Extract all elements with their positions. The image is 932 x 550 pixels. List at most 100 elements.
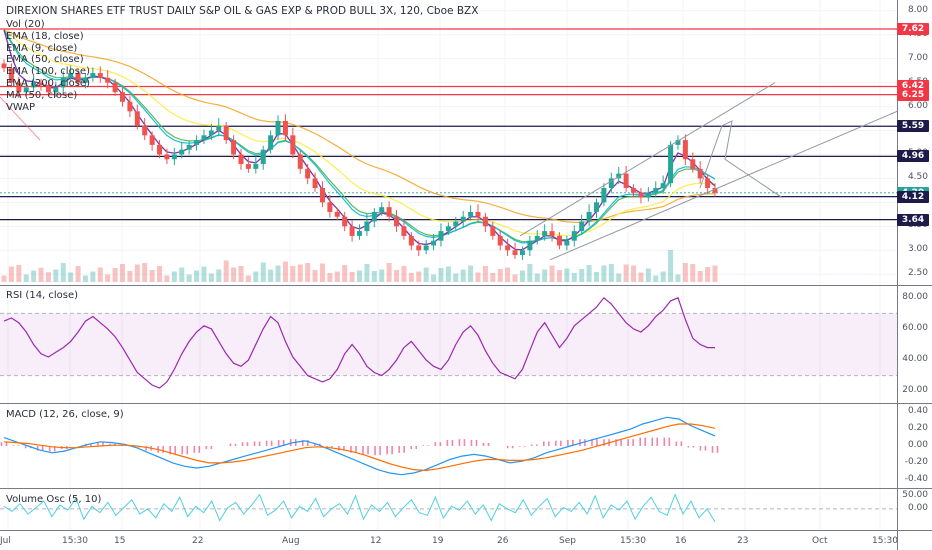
rsi-label: RSI (14, close) — [6, 290, 79, 301]
moving-average-line — [3, 29, 716, 223]
candle-body — [705, 178, 711, 188]
price-level-tag: 7.62 — [897, 22, 929, 35]
indicator-label[interactable]: VWAP — [6, 101, 36, 113]
volume-bar — [675, 274, 681, 282]
volume-bar — [482, 266, 488, 282]
volume-bar — [75, 266, 81, 282]
volume-bar — [194, 270, 200, 282]
time-tick-label: Aug — [282, 536, 300, 546]
time-tick-label: Sep — [559, 536, 576, 546]
candle-body — [371, 211, 377, 222]
volume-bar — [527, 264, 533, 282]
volume-bar — [223, 260, 229, 282]
candle-body — [120, 92, 125, 102]
candle-body — [623, 173, 629, 188]
rsi-tick-label: 60.00 — [902, 322, 928, 333]
candle-body — [512, 250, 518, 256]
volume-bar — [90, 271, 96, 282]
candle-body — [527, 240, 533, 251]
candle-body — [475, 211, 481, 217]
volume-bar — [275, 265, 281, 282]
indicator-label[interactable]: EMA (100, close) — [6, 66, 90, 78]
volume-bar — [534, 273, 540, 282]
volume-bar — [82, 275, 88, 282]
volume-bar — [438, 268, 444, 282]
volume-bar — [497, 269, 503, 282]
indicator-label[interactable]: EMA (200, close) — [6, 78, 90, 89]
time-tick-label: Oct — [812, 536, 828, 546]
volume-bar — [364, 264, 370, 282]
candle-body — [349, 226, 355, 236]
candle-body — [357, 231, 362, 236]
volume-bar — [623, 264, 629, 282]
volume-bar — [682, 263, 688, 282]
volume-bar — [342, 265, 348, 282]
indicator-label[interactable]: MA (50, close) — [6, 89, 78, 101]
volume-bar — [23, 274, 29, 282]
time-tick-label: 15:30 — [62, 536, 88, 546]
volume-bar — [297, 264, 303, 282]
volume-bar — [319, 263, 325, 282]
indicator-label[interactable]: EMA (50, close) — [6, 54, 84, 66]
candle-body — [423, 245, 429, 251]
candle-body — [601, 188, 607, 203]
candle-body — [490, 226, 496, 236]
candle-body — [342, 216, 348, 227]
price-level-tag: 4.12 — [897, 190, 929, 203]
candle-body — [645, 192, 651, 198]
volume-bar — [31, 270, 37, 282]
candle-body — [586, 211, 592, 222]
candle-body — [275, 120, 281, 136]
candle-body — [638, 192, 644, 198]
volume-bar — [38, 267, 44, 282]
volume-bar — [453, 273, 459, 282]
volume-bar — [712, 265, 718, 282]
indicator-label[interactable]: EMA (18, close) — [6, 30, 84, 42]
indicator-label[interactable]: EMA (9, close) — [6, 42, 78, 54]
volume-bar — [231, 267, 237, 282]
volume-bar — [653, 275, 659, 282]
volume-bar — [423, 267, 429, 282]
chart-title: DIREXION SHARES ETF TRUST DAILY S&P OIL … — [6, 5, 479, 17]
macd-pane — [0, 416, 719, 476]
price-level-tag: 5.59 — [897, 120, 929, 133]
candle-body — [453, 221, 459, 227]
macd-tick-label: -0.20 — [904, 456, 928, 467]
candle-body — [556, 235, 562, 246]
volume-bar — [216, 269, 222, 282]
macd-tick-label: -0.40 — [904, 473, 928, 484]
time-tick-label: 23 — [737, 536, 749, 546]
volume-bar — [512, 274, 518, 282]
volume-bar — [208, 273, 214, 282]
volume-bar — [571, 273, 577, 282]
macd-tick-label: 0.40 — [907, 406, 928, 417]
volume-bar — [282, 261, 288, 282]
volume-bar — [268, 269, 274, 282]
price-tick-label: 6.00 — [907, 100, 928, 111]
candle-body — [416, 245, 422, 251]
volume-bar — [260, 262, 266, 282]
volume-bar — [386, 263, 392, 282]
volume-bar — [68, 272, 74, 282]
candle-body — [8, 68, 14, 83]
volume-bar — [705, 267, 711, 282]
candle-body — [53, 87, 59, 93]
candle-body — [431, 240, 437, 246]
candle-body — [631, 188, 637, 193]
volume-bar — [186, 274, 192, 282]
candle-body — [238, 154, 244, 165]
volume-bar — [379, 269, 385, 282]
volume-bar — [112, 268, 118, 282]
candle-body — [468, 211, 474, 217]
volume-bar — [475, 272, 481, 282]
macd-signal-line — [3, 423, 716, 472]
price-level-tag: 3.64 — [897, 213, 929, 226]
volume-bar — [431, 274, 437, 282]
indicator-label[interactable]: Vol (20) — [6, 19, 45, 30]
volume-bar — [312, 270, 318, 282]
volume-bar — [460, 269, 466, 282]
volume-bar — [201, 266, 207, 282]
volume-bars — [1, 250, 718, 282]
volume-bar — [371, 271, 377, 282]
